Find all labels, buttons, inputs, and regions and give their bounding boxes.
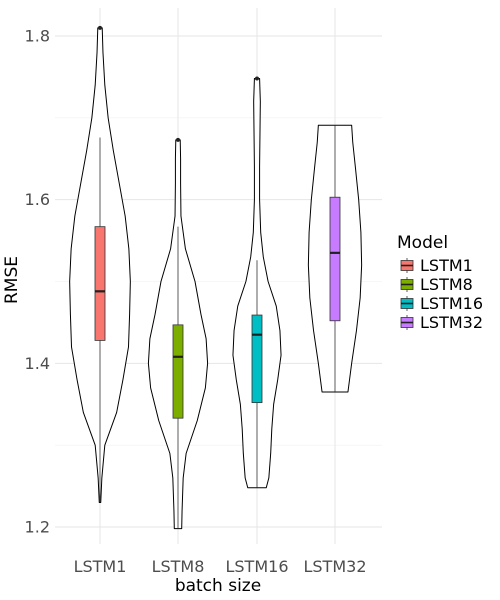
legend-key-lstm1 [400,258,414,273]
box-lstm8 [172,324,184,419]
x-tick-label: LSTM8 [152,557,205,576]
outlier-point [255,76,259,81]
legend-label: LSTM1 [420,256,473,275]
box-lstm32 [329,196,341,322]
legend-key-lstm16 [400,296,414,311]
x-axis-title: batch size [175,576,261,596]
y-tick-label: 1.4 [25,354,50,373]
legend-key-lstm8 [400,277,414,292]
box-lstm16 [251,314,263,404]
x-tick-label: LSTM32 [303,557,366,576]
x-tick-labels: LSTM1 LSTM8 LSTM16 LSTM32 [74,557,367,576]
x-tick-label: LSTM16 [225,557,288,576]
outlier-point [176,137,180,142]
box-lstm1 [94,226,106,341]
legend-label: LSTM32 [420,313,483,332]
legend-label: LSTM16 [420,294,483,313]
y-tick-label: 1.8 [25,27,50,46]
legend-key-lstm32 [400,315,414,330]
y-tick-labels: 1.2 1.4 1.6 1.8 [25,27,50,537]
y-tick-label: 1.6 [25,190,50,209]
legend-title: Model [397,233,448,253]
y-axis-title: RMSE [2,256,22,304]
x-tick-label: LSTM1 [74,557,127,576]
y-tick-label: 1.2 [25,518,50,537]
legend-label: LSTM8 [420,275,473,294]
outlier-point [98,25,102,30]
boxplots [94,25,341,529]
